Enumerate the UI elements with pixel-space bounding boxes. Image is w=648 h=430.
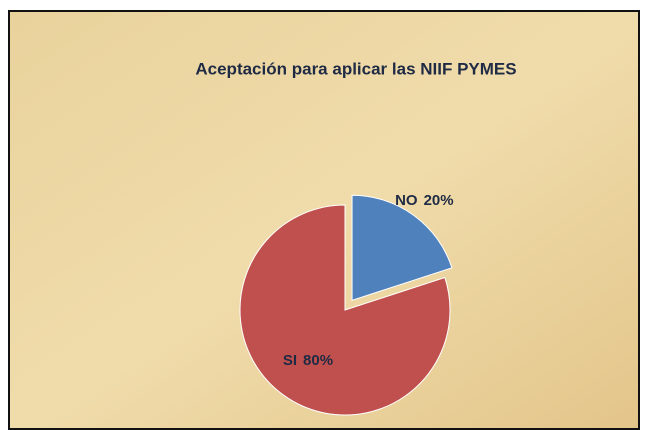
pie-slice	[351, 194, 453, 301]
category-label: NO	[395, 192, 418, 209]
category-label: SI	[283, 352, 297, 369]
pie-slice	[239, 204, 451, 416]
data-label: NO 20%	[395, 192, 454, 209]
value-label: 80%	[303, 352, 333, 369]
value-label: 20%	[424, 192, 454, 209]
chart-title: Aceptación para aplicar las NIIF PYMES	[195, 59, 516, 78]
data-label: SI 80%	[283, 352, 333, 369]
